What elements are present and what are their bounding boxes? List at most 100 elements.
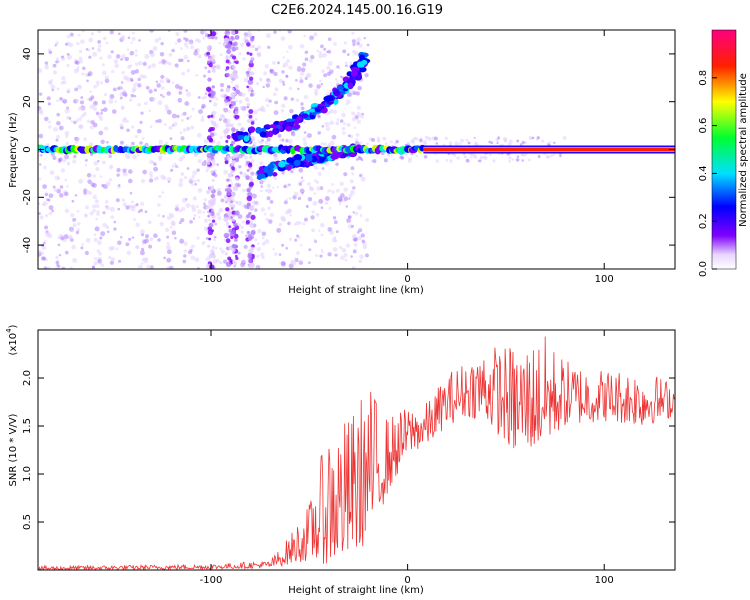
- noise-speckle: [160, 174, 165, 180]
- noise-speckle: [138, 39, 141, 42]
- noise-speckle: [131, 200, 135, 204]
- noise-speckle: [266, 196, 271, 201]
- noise-speckle: [182, 128, 187, 132]
- noise-speckle: [65, 141, 69, 146]
- noise-speckle: [332, 216, 337, 220]
- noise-speckle: [239, 106, 244, 111]
- noise-column-dot: [249, 155, 253, 159]
- noise-speckle: [92, 204, 97, 209]
- noise-speckle: [89, 125, 94, 130]
- noise-speckle: [269, 189, 273, 193]
- noise-speckle: [155, 80, 159, 84]
- noise-speckle: [360, 233, 365, 238]
- noise-speckle: [174, 63, 179, 68]
- noise-speckle: [312, 200, 318, 206]
- noise-column-dot: [211, 158, 216, 163]
- noise-speckle: [131, 236, 135, 239]
- noise-speckle: [296, 234, 299, 238]
- noise-column-dot: [251, 89, 254, 93]
- noise-column-dot: [248, 62, 254, 68]
- noise-speckle: [129, 144, 133, 148]
- lower-branch-dot: [267, 171, 273, 177]
- noise-column-dot: [225, 207, 230, 212]
- noise-speckle: [105, 205, 111, 211]
- noise-speckle: [55, 138, 59, 142]
- noise-speckle: [274, 100, 279, 105]
- noise-speckle: [287, 30, 292, 34]
- noise-column-dot: [226, 134, 231, 140]
- noise-speckle: [552, 153, 556, 156]
- noise-speckle: [269, 212, 274, 217]
- noise-speckle: [62, 80, 67, 85]
- noise-speckle: [272, 247, 275, 251]
- noise-speckle: [293, 191, 299, 197]
- noise-speckle: [363, 36, 366, 40]
- noise-speckle: [92, 265, 95, 269]
- noise-speckle: [192, 196, 198, 201]
- upper-branch-dot: [237, 135, 245, 140]
- noise-speckle: [287, 44, 293, 50]
- noise-speckle: [139, 74, 144, 79]
- noise-speckle: [55, 260, 60, 265]
- upper-branch-dot: [259, 131, 267, 138]
- noise-column-dot: [230, 216, 233, 219]
- spectrogram-y-tick-label: -20: [22, 189, 33, 205]
- noise-speckle: [69, 266, 73, 269]
- noise-column-dot: [250, 229, 256, 235]
- noise-speckle: [219, 82, 225, 88]
- noise-speckle: [124, 56, 129, 62]
- noise-column-dot: [249, 36, 255, 42]
- noise-speckle: [144, 53, 150, 59]
- noise-column-dot: [250, 121, 255, 125]
- snr-y-multiplier: (x104): [5, 324, 19, 355]
- noise-column-dot: [235, 256, 239, 260]
- noise-speckle: [239, 42, 245, 47]
- noise-speckle: [162, 95, 165, 98]
- noise-speckle: [237, 214, 243, 219]
- noise-speckle: [100, 231, 106, 237]
- noise-speckle: [39, 163, 42, 166]
- noise-speckle: [76, 209, 80, 213]
- noise-speckle: [303, 94, 309, 100]
- noise-column-dot: [246, 230, 251, 235]
- noise-speckle: [266, 104, 269, 108]
- noise-speckle: [116, 173, 120, 177]
- noise-speckle: [265, 83, 271, 88]
- noise-speckle: [59, 185, 64, 189]
- noise-speckle: [190, 244, 195, 249]
- noise-column-dot: [227, 256, 232, 261]
- noise-speckle: [99, 81, 104, 85]
- noise-speckle: [117, 32, 121, 36]
- noise-column-dot: [208, 62, 213, 68]
- noise-speckle: [302, 62, 307, 67]
- noise-speckle: [333, 220, 338, 225]
- noise-speckle: [228, 110, 231, 113]
- noise-speckle: [134, 49, 138, 53]
- noise-speckle: [185, 45, 189, 49]
- noise-speckle: [168, 212, 172, 216]
- noise-speckle: [203, 95, 207, 100]
- noise-speckle: [39, 215, 44, 220]
- noise-speckle: [73, 68, 79, 74]
- noise-speckle: [359, 141, 363, 145]
- noise-speckle: [298, 260, 302, 264]
- noise-speckle: [280, 215, 285, 221]
- noise-speckle: [140, 201, 145, 206]
- spectrogram-panel: -100 0 100 -40 -20 0 20 40 Height of straight l…: [8, 29, 676, 296]
- noise-speckle: [157, 118, 162, 124]
- noise-speckle: [355, 91, 360, 96]
- noise-speckle: [75, 98, 80, 102]
- noise-speckle: [272, 186, 275, 190]
- noise-speckle: [314, 88, 319, 93]
- noise-column-dot: [224, 252, 228, 256]
- noise-column-dot: [230, 235, 234, 240]
- noise-speckle: [96, 210, 100, 214]
- noise-column-dot: [231, 140, 236, 145]
- noise-speckle: [460, 138, 464, 143]
- noise-speckle: [130, 93, 135, 98]
- noise-speckle: [45, 64, 49, 67]
- colorbar-tick-label: 0.0: [698, 261, 709, 277]
- noise-speckle: [307, 182, 311, 186]
- noise-speckle: [272, 176, 276, 180]
